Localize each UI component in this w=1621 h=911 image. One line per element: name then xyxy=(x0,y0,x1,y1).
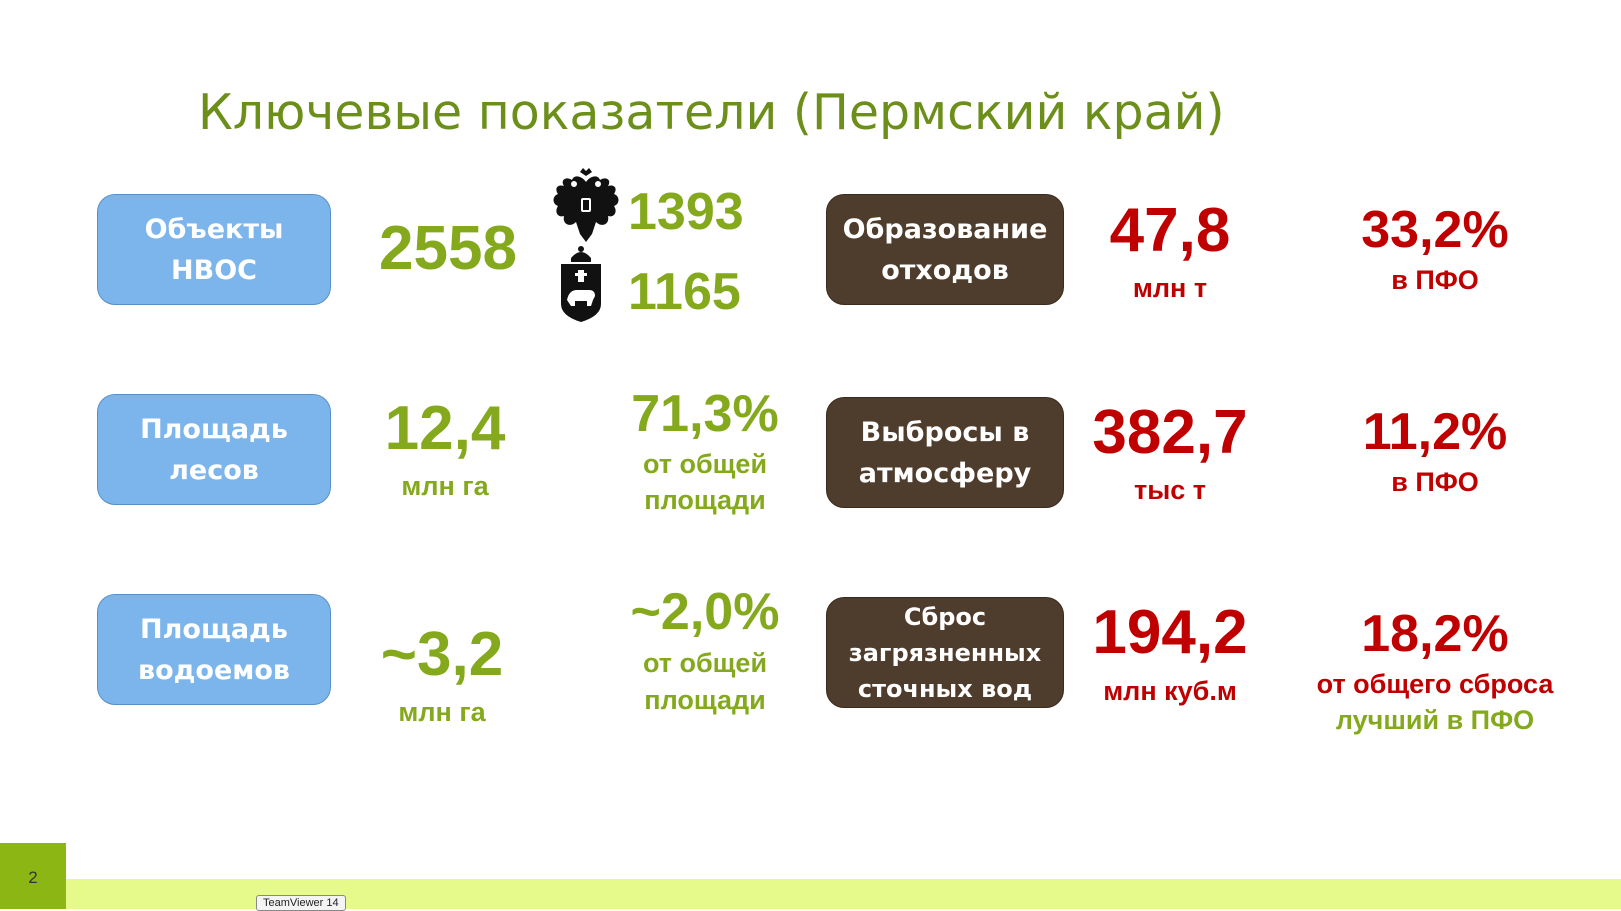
value-wastewater: 194,2 xyxy=(1092,598,1248,667)
unit-forest-area: млн га xyxy=(401,471,489,501)
value-air-emissions: 382,7 xyxy=(1092,398,1248,467)
page-title: Ключевые показатели (Пермский край) xyxy=(198,84,1225,141)
unit-wastewater: млн куб.м xyxy=(1103,676,1237,706)
label-line: лесов xyxy=(169,454,259,486)
label-line: Выбросы в xyxy=(860,416,1030,448)
label-wastewater-discharge: Сброс загрязненных сточных вод xyxy=(826,597,1064,708)
value-regional-objects: 1165 xyxy=(628,263,741,321)
pct-water-note-1: от общей xyxy=(642,648,768,678)
footer-bar xyxy=(0,879,1621,909)
label-line: водоемов xyxy=(137,654,290,686)
perm-krai-coat-of-arms-icon xyxy=(561,246,601,322)
value-waste: 47,8 xyxy=(1109,196,1231,265)
page-number: 2 xyxy=(28,868,38,887)
label-line: НВОС xyxy=(171,254,257,286)
value-forest-area: 12,4 xyxy=(384,394,506,463)
pct-forest-note-2: площади xyxy=(644,485,766,515)
pct-water: ~2,0% xyxy=(630,583,780,641)
value-water-area: ~3,2 xyxy=(380,620,504,689)
label-line: Образование xyxy=(842,213,1048,245)
label-line: Сброс xyxy=(903,602,987,631)
value-federal-objects: 1393 xyxy=(628,183,744,241)
label-line: отходов xyxy=(881,254,1009,286)
label-line: сточных вод xyxy=(857,674,1033,703)
share-wastewater: 18,2% xyxy=(1361,605,1509,663)
share-waste: 33,2% xyxy=(1361,201,1509,259)
label-air-emissions: Выбросы в атмосферу xyxy=(826,397,1064,508)
pct-water-note-2: площади xyxy=(644,685,766,715)
value-objects-total: 2558 xyxy=(379,214,517,283)
unit-air-emissions: тыс т xyxy=(1133,475,1207,505)
label-line: атмосферу xyxy=(858,457,1032,489)
teamviewer-taskbar-button[interactable]: TeamViewer 14 xyxy=(256,895,346,911)
unit-waste: млн т xyxy=(1132,273,1208,303)
label-line: Площадь xyxy=(140,613,288,645)
label-line: загрязненных xyxy=(848,638,1042,667)
pct-forest-note-1: от общей xyxy=(642,449,768,479)
share-air-note: в ПФО xyxy=(1391,467,1479,497)
pct-forest: 71,3% xyxy=(631,385,779,443)
label-forest-area: Площадь лесов xyxy=(97,394,331,505)
label-line: Объекты xyxy=(144,213,284,245)
label-line: Площадь xyxy=(140,413,288,445)
share-air: 11,2% xyxy=(1362,403,1508,461)
label-water-area: Площадь водоемов xyxy=(97,594,331,705)
share-wastewater-best: лучший в ПФО xyxy=(1335,705,1535,735)
label-waste-generation: Образование отходов xyxy=(826,194,1064,305)
label-objects-nvos: Объекты НВОС xyxy=(97,194,331,305)
unit-water-area: млн га xyxy=(398,697,486,727)
share-wastewater-note: от общего сброса xyxy=(1316,669,1554,699)
share-waste-note: в ПФО xyxy=(1391,265,1479,295)
page-number-block xyxy=(0,843,66,909)
russia-coat-of-arms-icon xyxy=(553,168,619,242)
